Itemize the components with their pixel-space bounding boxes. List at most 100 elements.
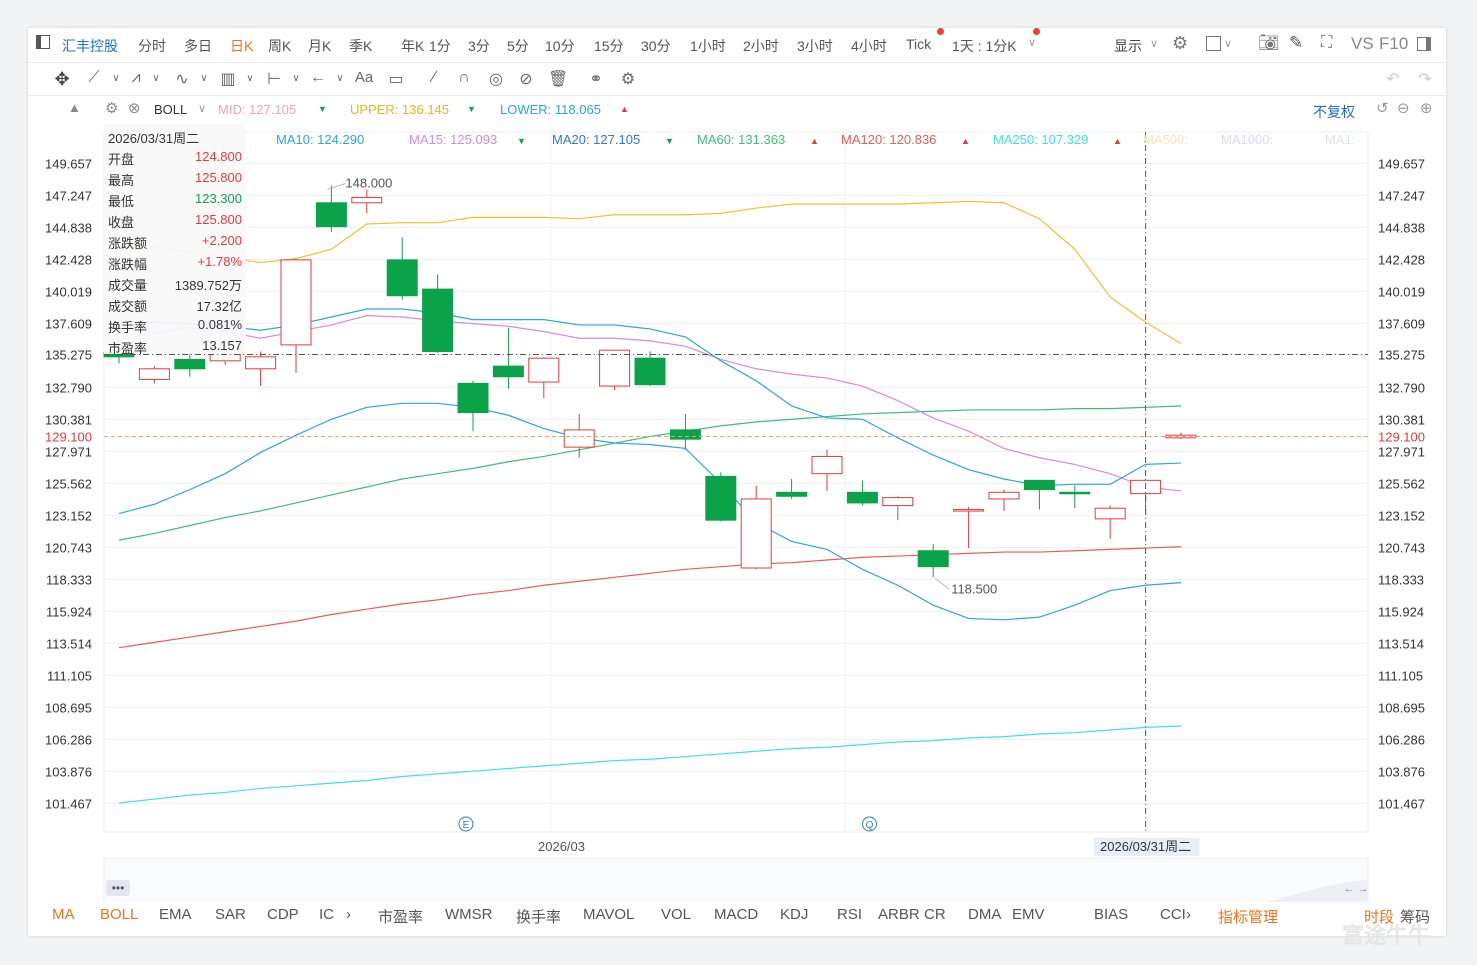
tab-10[interactable]: DMA (968, 906, 1002, 923)
panel-toggle-icon[interactable] (36, 35, 50, 49)
magnet-icon[interactable]: ∩ (458, 69, 470, 86)
trash-icon[interactable]: 🗑︎ (548, 71, 569, 88)
polyline-tool-icon[interactable]: ⩘ (131, 69, 141, 86)
note-tool-icon[interactable]: ▭ (388, 71, 404, 88)
tab-boll[interactable]: BOLL (100, 906, 139, 923)
tab-3[interactable]: MAVOL (583, 906, 635, 923)
tab-ema[interactable]: EMA (159, 906, 192, 923)
y-tick-label-right: 142.428 (1378, 253, 1425, 268)
chevron-down-icon[interactable]: ∨ (246, 73, 254, 84)
adjust-toggle[interactable]: 不复权 (1313, 104, 1355, 120)
wave-tool-icon[interactable]: ∿ (175, 71, 189, 88)
tab-cdp[interactable]: CDP (267, 906, 299, 923)
zoom-in-icon[interactable]: ⊕ (1420, 100, 1433, 117)
tab-7[interactable]: RSI (837, 906, 863, 923)
tab-sar[interactable]: SAR (215, 906, 246, 923)
settings-gear-icon[interactable]: ⚙ (1172, 33, 1189, 53)
tab-2[interactable]: 换手率 (516, 909, 562, 926)
display-menu[interactable]: 显示 (1114, 38, 1142, 54)
timeframe-18[interactable]: 1天 : 1分K (952, 38, 1017, 54)
timeframe-3[interactable]: 周K (268, 38, 292, 54)
line-tool-icon[interactable]: ⟋ (88, 69, 100, 86)
timeframe-5[interactable]: 季K (349, 38, 373, 54)
indicator-manage-button[interactable]: 指标管理 (1218, 909, 1279, 926)
tab-9[interactable]: CR (924, 906, 946, 923)
tabs-more-icon[interactable]: › (1186, 906, 1191, 923)
crosshair-date-box (1093, 838, 1200, 856)
indicator-name[interactable]: BOLL (154, 102, 188, 117)
timeframe-13[interactable]: 1小时 (690, 38, 726, 54)
side-panel-icon[interactable] (1417, 37, 1431, 51)
price-chart[interactable]: 149.657 147.247 144.838 142.428 140.019 137.6… (28, 122, 1446, 902)
layout-square-icon[interactable] (1206, 36, 1221, 51)
period-button[interactable]: 时段 (1364, 909, 1395, 926)
visibility-icon[interactable]: ◎ (489, 71, 503, 88)
timeframe-15[interactable]: 3小时 (797, 38, 833, 54)
candle-body (599, 349, 631, 387)
event-marker (861, 816, 877, 832)
chevron-down-icon[interactable]: ∨ (1028, 37, 1037, 49)
f10-button[interactable]: F10 (1379, 34, 1409, 53)
vs-button[interactable]: VS (1351, 34, 1374, 53)
last-price-label-left: 129.100 (45, 430, 92, 445)
tab-6[interactable]: KDJ (780, 906, 809, 923)
timeframe-1[interactable]: 多日 (184, 38, 212, 54)
tab-4[interactable]: VOL (661, 906, 692, 923)
timeframe-7[interactable]: 1分 (429, 38, 451, 54)
timeframe-2[interactable]: 日K (230, 38, 254, 54)
candle-body (776, 491, 808, 497)
timeframe-17[interactable]: Tick (906, 36, 932, 52)
chevron-down-icon[interactable]: ∨ (292, 73, 300, 84)
move-crosshair-icon[interactable]: ✥ (54, 69, 70, 89)
zoom-out-icon[interactable]: ⊖ (1397, 100, 1410, 117)
redo-icon[interactable]: ↷ (1418, 71, 1432, 88)
tab-11[interactable]: EMV (1012, 906, 1045, 923)
link-icon[interactable]: ⚭ (589, 71, 603, 88)
stock-name[interactable]: 汇丰控股 (62, 38, 118, 54)
timeframe-8[interactable]: 3分 (468, 38, 490, 54)
timeframe-16[interactable]: 4小时 (851, 38, 887, 54)
pen-icon[interactable]: ✎ (1289, 33, 1304, 52)
timeframe-14[interactable]: 2小时 (743, 38, 779, 54)
collapse-icon[interactable]: ▲ (68, 100, 81, 115)
timeframe-4[interactable]: 月K (308, 38, 332, 54)
timeframe-11[interactable]: 15分 (594, 38, 624, 54)
indicator-close-icon[interactable]: ⊗ (128, 100, 141, 117)
info-row: 收盘 125.800 (108, 212, 242, 232)
hide-drawings-icon[interactable]: ⊘ (519, 71, 533, 88)
camera-icon[interactable]: 📷︎ (1258, 33, 1280, 52)
undo-icon[interactable]: ↶ (1386, 71, 1400, 88)
timeframe-9[interactable]: 5分 (507, 38, 529, 54)
tab-ma[interactable]: MA (52, 906, 75, 923)
timeframe-12[interactable]: 30分 (641, 38, 671, 54)
tab-0[interactable]: 市盈率 (378, 909, 424, 926)
arrow-tool-icon[interactable]: ← (310, 69, 326, 86)
indicator-settings-icon[interactable]: ⚙ (105, 100, 119, 117)
chevron-down-icon[interactable]: ∨ (336, 73, 344, 84)
tab-ic[interactable]: IC (319, 906, 334, 923)
text-tool-icon[interactable]: Aa (354, 69, 374, 86)
chevron-down-icon[interactable]: ∨ (1150, 38, 1159, 50)
tool-settings-icon[interactable]: ⚙ (620, 71, 636, 88)
candle (138, 366, 170, 384)
tab-12[interactable]: BIAS (1094, 906, 1129, 923)
fibonacci-tool-icon[interactable]: ▥ (220, 71, 236, 88)
reset-zoom-icon[interactable]: ↺ (1376, 100, 1389, 117)
tab-5[interactable]: MACD (714, 906, 759, 923)
tab-8[interactable]: ARBR (878, 906, 920, 923)
chips-button[interactable]: 筹码 (1400, 909, 1431, 926)
measure-tool-icon[interactable]: ⊢ (267, 71, 281, 88)
brush-icon[interactable]: ∕ (432, 69, 436, 86)
timeframe-6[interactable]: 年K (401, 38, 425, 54)
tabs-more-icon[interactable]: › (346, 906, 351, 923)
tab-1[interactable]: WMSR (445, 906, 493, 923)
chevron-down-icon[interactable]: ∨ (152, 73, 160, 84)
timeframe-0[interactable]: 分时 (138, 38, 166, 54)
fullscreen-icon[interactable]: ⛶ (1321, 34, 1333, 51)
chevron-down-icon[interactable]: ∨ (112, 73, 120, 84)
timeframe-10[interactable]: 10分 (545, 38, 575, 54)
chevron-down-icon[interactable]: ∨ (200, 73, 208, 84)
chevron-down-icon[interactable]: ∨ (1224, 38, 1233, 50)
chevron-down-icon[interactable]: ∨ (198, 103, 207, 115)
tab-13[interactable]: CCI (1160, 906, 1186, 923)
